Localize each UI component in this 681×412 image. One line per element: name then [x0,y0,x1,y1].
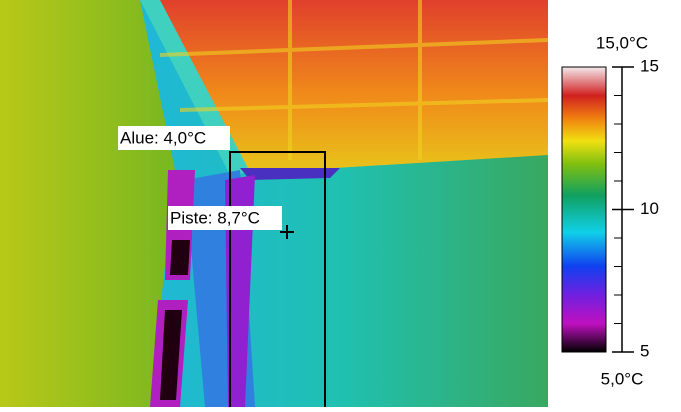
area-label: Alue: 4,0°C [120,128,206,147]
tick-label: 15 [640,56,659,75]
colorbar: 15,0°C 5,0°C 5 10 15 [562,33,659,388]
colorbar-min: 5,0°C [601,369,644,388]
thermal-view: Alue: 4,0°C Piste: 8,7°C 15,0°C 5,0°C 51… [0,0,681,407]
thermal-image: Alue: 4,0°C Piste: 8,7°C [0,0,548,407]
tick-label: 10 [640,199,659,218]
colorbar-max: 15,0°C [596,33,648,52]
spot-label: Piste: 8,7°C [170,208,260,227]
tick-label: 5 [640,341,649,360]
